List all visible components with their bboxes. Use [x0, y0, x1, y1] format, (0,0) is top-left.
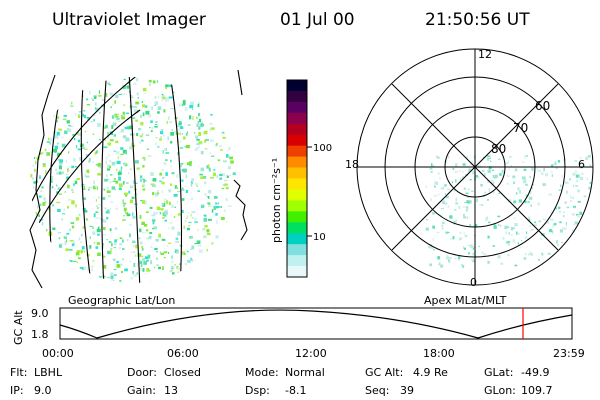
- altitude-ylabel: GC Alt: [12, 310, 25, 345]
- colorbar-cell: [287, 244, 307, 256]
- status-gcalt-val: 4.9 Re: [413, 366, 448, 379]
- status-mode-val: Normal: [285, 366, 325, 379]
- polar-plot: 12 18 6 0 60 70 80: [345, 48, 594, 289]
- mlat-label-60: 60: [535, 99, 550, 113]
- xtick-0600: 06:00: [167, 347, 199, 360]
- time-label: 21:50:56 UT: [425, 10, 530, 30]
- xtick-1200: 12:00: [295, 347, 327, 360]
- colorbar-cell: [287, 167, 307, 180]
- colorbar-cell: [287, 200, 307, 212]
- colorbar-tick-label-100: 100: [313, 143, 332, 154]
- mlt-label-0: 0: [470, 276, 477, 289]
- status-glon-key: GLon:: [484, 384, 516, 397]
- colorbar-cell: [287, 233, 307, 245]
- status-gcalt-key: GC Alt:: [365, 366, 403, 379]
- colorbar-scale: [287, 80, 307, 278]
- polar-grid: [356, 48, 594, 286]
- meridian-line: [49, 77, 69, 283]
- status-glat-key: GLat:: [484, 366, 513, 379]
- status-ip-key: IP:: [10, 384, 24, 397]
- colorbar-frame: [286, 79, 308, 278]
- colorbar-cell: [287, 211, 307, 223]
- mlt-label-18: 18: [345, 158, 359, 171]
- status-seq-key: Seq:: [365, 384, 389, 397]
- colorbar-cell: [287, 134, 307, 147]
- colorbar-cell: [287, 90, 307, 103]
- colorbar-cell: [287, 255, 307, 267]
- status-glon-val: 109.7: [521, 384, 553, 397]
- meridian-line: [167, 77, 183, 283]
- altitude-plot: GC Alt 9.0 1.8 00:00 06:00 12:00 18:00 2…: [12, 307, 585, 360]
- right-panel-label: Apex MLat/MLT: [424, 294, 507, 307]
- colorbar-cell: [287, 80, 307, 92]
- date-label: 01 Jul 00: [280, 10, 355, 30]
- status-dsp-key: Dsp:: [245, 384, 270, 397]
- colorbar-tick-label-10: 10: [313, 232, 326, 243]
- status-flt-key: Flt:: [10, 366, 27, 379]
- colorbar-cell: [287, 145, 307, 158]
- meridian-line: [101, 77, 109, 283]
- colorbar-cell: [287, 156, 307, 169]
- coastline-west: [29, 74, 56, 289]
- colorbar: 100 10 photon cm⁻²s⁻¹: [270, 79, 332, 278]
- coastline-east: [233, 179, 248, 241]
- colorbar-cell: [287, 101, 307, 114]
- mlat-label-70: 70: [513, 121, 528, 135]
- colorbar-cell: [287, 266, 307, 278]
- xtick-1800: 18:00: [423, 347, 455, 360]
- coastline: [29, 69, 248, 289]
- xtick-2359: 23:59: [553, 347, 585, 360]
- altitude-plot-frame: [59, 307, 573, 340]
- status-door-key: Door:: [127, 366, 157, 379]
- colorbar-cell: [287, 222, 307, 234]
- status-mode-key: Mode:: [245, 366, 279, 379]
- status-seq-val: 39: [400, 384, 414, 397]
- status-gain-val: 13: [164, 384, 178, 397]
- xtick-0000: 00:00: [42, 347, 74, 360]
- left-panel-label: Geographic Lat/Lon: [68, 294, 175, 307]
- colorbar-unit-label: photon cm⁻²s⁻¹: [270, 158, 283, 243]
- parallel-line: [30, 109, 141, 241]
- parallel-line: [30, 77, 166, 206]
- status-flt-val: LBHL: [34, 366, 63, 379]
- mlt-label-12: 12: [478, 48, 492, 61]
- status-panel: Flt: LBHL Door: Closed Mode: Normal GC A…: [10, 366, 553, 397]
- status-glat-val: -49.9: [521, 366, 549, 379]
- altitude-curve: [59, 309, 573, 339]
- geographic-image: [29, 69, 248, 289]
- right-aurora-speckle: [425, 155, 592, 268]
- polar-diagonal: [391, 83, 559, 251]
- meridian-line: [127, 77, 141, 283]
- status-door-val: Closed: [164, 366, 201, 379]
- colorbar-cell: [287, 178, 307, 191]
- left-aurora-speckle: [30, 77, 236, 283]
- mlt-label-6: 6: [578, 158, 585, 171]
- colorbar-cell: [287, 112, 307, 125]
- altitude-ytick-top: 9.0: [31, 307, 49, 320]
- colorbar-cell: [287, 123, 307, 136]
- status-dsp-val: -8.1: [285, 384, 306, 397]
- status-ip-val: 9.0: [34, 384, 52, 397]
- status-gain-key: Gain:: [127, 384, 156, 397]
- mlat-label-80: 80: [491, 142, 506, 156]
- instrument-title: Ultraviolet Imager: [52, 10, 206, 30]
- geographic-grid: [30, 77, 183, 283]
- altitude-ytick-bottom: 1.8: [31, 328, 49, 341]
- coastline-east-north: [237, 69, 243, 96]
- colorbar-cell: [287, 189, 307, 201]
